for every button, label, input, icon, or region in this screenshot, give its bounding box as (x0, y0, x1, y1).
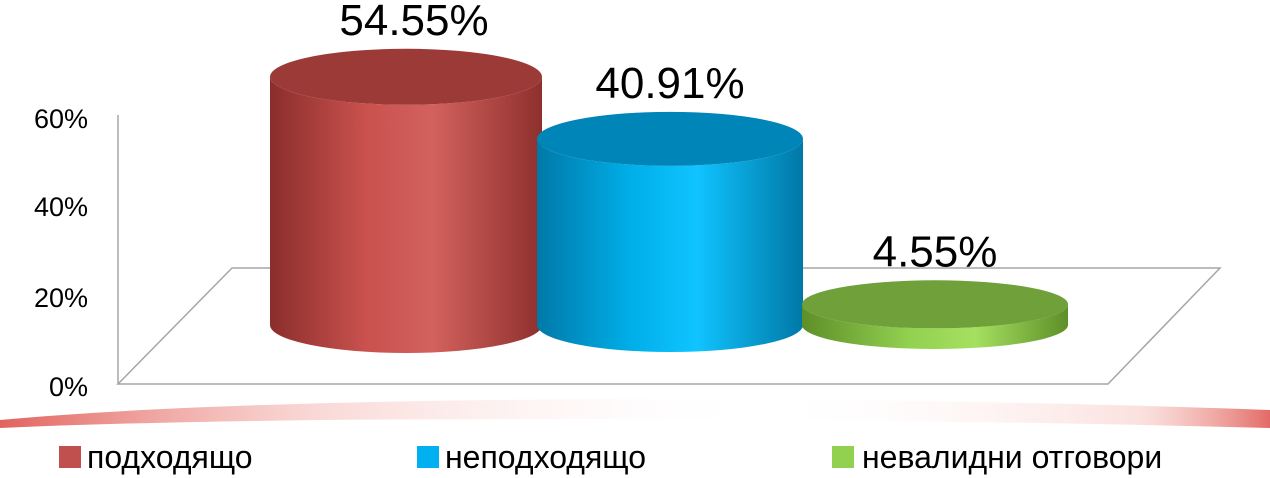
y-tick-label: 60% (34, 104, 88, 134)
bar-invalid-body (802, 304, 1068, 349)
y-ticks: 60% 40% 20% 0% (34, 104, 88, 402)
bars (270, 48, 1068, 354)
legend-label-suitable: подходящо (87, 439, 253, 475)
y-tick-label: 20% (34, 283, 88, 313)
bar-suitable-body (270, 76, 542, 354)
bar-unsuitable (537, 111, 803, 352)
bar-suitable (270, 48, 542, 354)
legend-swatch-unsuitable (417, 446, 439, 468)
bar-invalid (802, 280, 1068, 349)
bar-invalid-top (802, 280, 1068, 329)
legend-swatch-suitable (59, 446, 81, 468)
legend-item-invalid: невалидни отговори (832, 439, 1162, 475)
legend-label-unsuitable: неподходящо (445, 439, 646, 475)
legend-label-invalid: невалидни отговори (862, 439, 1162, 475)
bar-suitable-top (270, 48, 542, 105)
plot-frame (116, 115, 1222, 385)
data-label-suitable: 54.55% (339, 0, 488, 45)
data-label-unsuitable: 40.91% (595, 59, 744, 108)
floor-plane (116, 267, 1222, 385)
y-tick-label: 0% (49, 372, 88, 402)
legend-swatch-invalid (832, 446, 854, 468)
decor-swoosh (0, 399, 1270, 428)
bar-unsuitable-top (537, 111, 803, 166)
data-label-invalid: 4.55% (873, 227, 998, 276)
bar-unsuitable-body (537, 138, 803, 352)
legend: подходящо неподходящо невалидни отговори (59, 439, 1162, 475)
legend-item-unsuitable: неподходящо (417, 439, 646, 475)
y-tick-label: 40% (34, 192, 88, 222)
data-labels: 54.55% 40.91% 4.55% (339, 0, 997, 276)
legend-item-suitable: подходящо (59, 439, 253, 475)
